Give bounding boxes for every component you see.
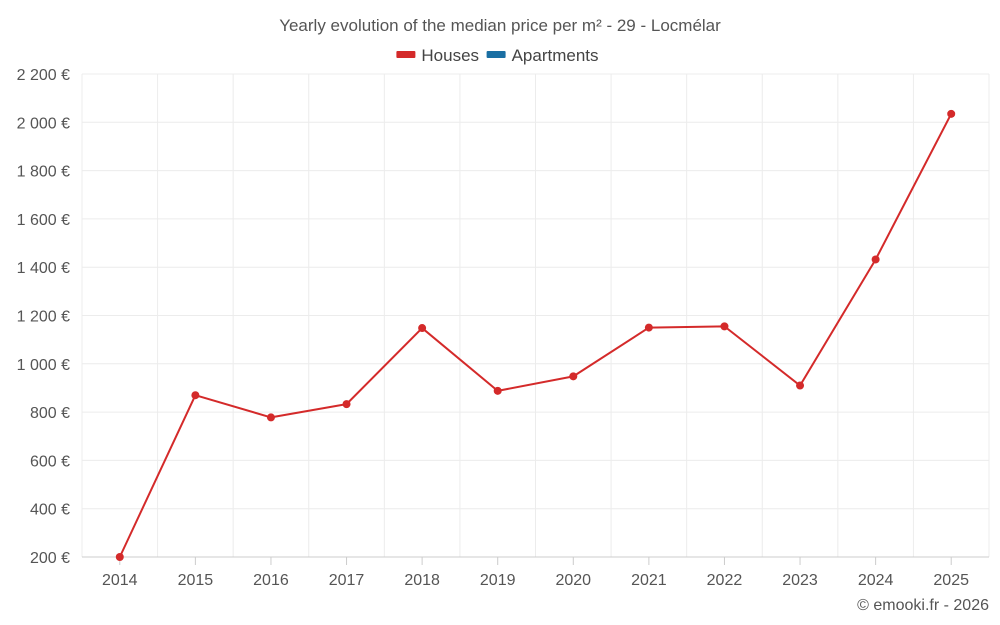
x-tick-label: 2022	[707, 572, 743, 589]
data-point-houses-2020	[569, 372, 578, 381]
x-tick-label: 2018	[404, 572, 440, 589]
data-point-houses-2022	[720, 322, 729, 331]
data-point-houses-2024	[871, 255, 880, 264]
series-line-houses	[118, 113, 953, 558]
legend-label-houses: Houses	[421, 46, 479, 65]
data-point-houses-2018	[418, 324, 427, 333]
x-tick-label: 2014	[102, 572, 138, 589]
data-point-houses-2014	[115, 553, 124, 561]
legend-swatch-houses	[396, 51, 416, 58]
x-tick-label: 2016	[253, 572, 289, 589]
y-tick-label: 1 000 €	[17, 357, 70, 374]
y-tick-label: 2 200 €	[17, 67, 70, 84]
legend-swatch-apartments	[486, 51, 506, 58]
x-tick-label: 2019	[480, 572, 516, 589]
x-tick-label: 2021	[631, 572, 667, 589]
y-tick-label: 800 €	[30, 405, 70, 422]
grid	[81, 73, 990, 558]
legend-item-houses: Houses	[396, 46, 479, 65]
data-point-houses-2019	[493, 386, 502, 395]
credit-text: © emooki.fr - 2026	[857, 597, 989, 614]
y-tick-label: 200 €	[30, 550, 70, 567]
x-tick-label: 2024	[858, 572, 894, 589]
x-axis: 2014 2015 2016 2017 2018 2019 2020 2021 2022 2023…	[82, 556, 989, 589]
data-point-houses-2017	[342, 400, 351, 409]
x-tick-label: 2017	[329, 572, 365, 589]
chart-title: Yearly evolution of the median price per…	[279, 16, 721, 35]
y-tick-label: 1 400 €	[17, 260, 70, 277]
y-tick-label: 600 €	[30, 453, 70, 470]
y-axis: 200 € 400 € 600 € 800 € 1 000 € 1 200 € 1 400 …	[17, 67, 70, 567]
y-tick-label: 2 000 €	[17, 115, 70, 132]
y-tick-label: 400 €	[30, 502, 70, 519]
data-point-houses-2021	[644, 323, 653, 332]
x-tick-label: 2023	[782, 572, 818, 589]
data-point-houses-2016	[266, 413, 275, 422]
series-layer	[115, 109, 956, 561]
x-tick-label: 2025	[933, 572, 969, 589]
x-tick-label: 2015	[178, 572, 214, 589]
y-tick-label: 1 800 €	[17, 164, 70, 181]
legend: Houses Apartments	[396, 46, 599, 65]
y-tick-label: 1 600 €	[17, 212, 70, 229]
data-point-houses-2023	[796, 381, 805, 390]
x-tick-label: 2020	[555, 572, 591, 589]
data-point-houses-2015	[191, 391, 200, 400]
legend-label-apartments: Apartments	[512, 46, 599, 65]
legend-item-apartments: Apartments	[486, 46, 599, 65]
y-tick-label: 1 200 €	[17, 309, 70, 326]
data-point-houses-2025	[947, 109, 956, 118]
